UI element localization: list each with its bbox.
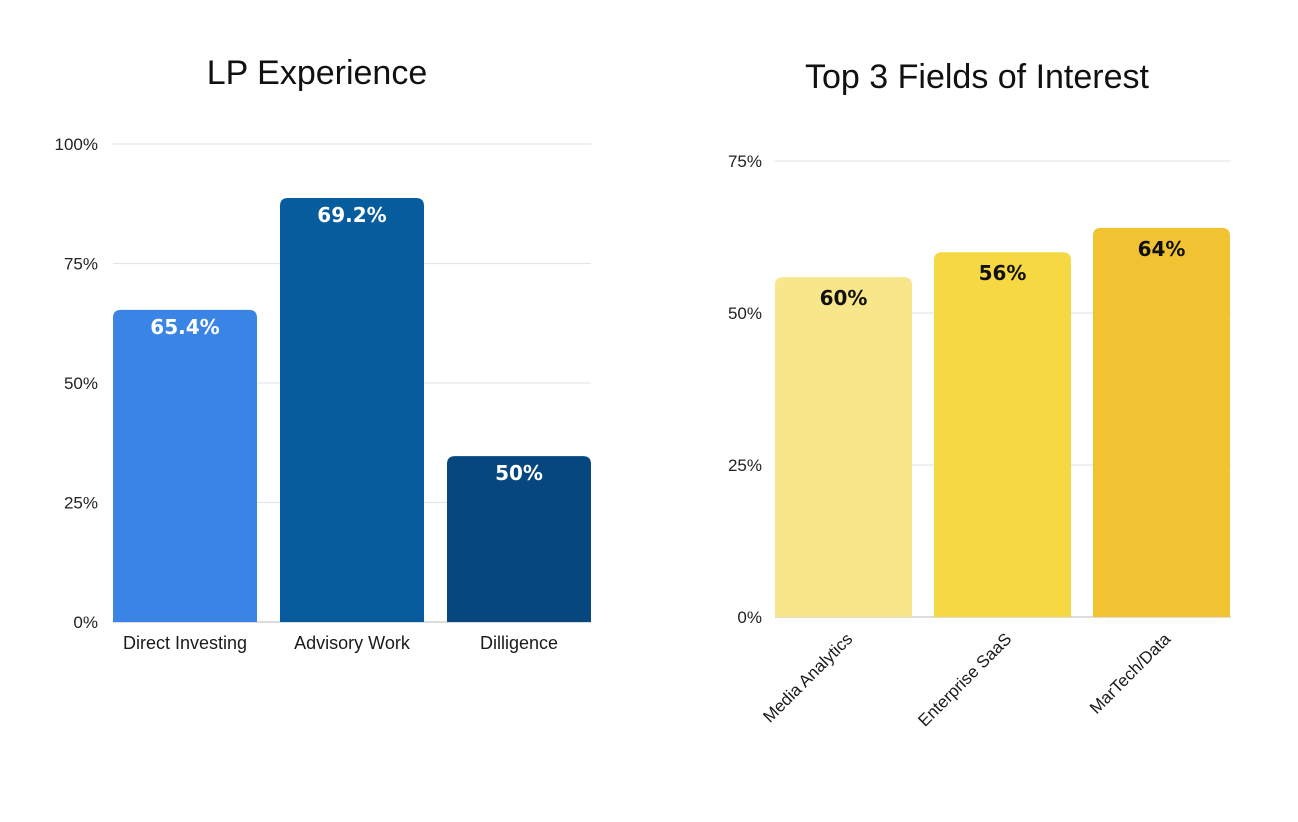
- data-label: 65.4%: [150, 315, 219, 339]
- chart-title: LP Experience: [207, 54, 428, 92]
- y-tick-label: 75%: [728, 152, 762, 171]
- data-label: 60%: [820, 286, 868, 310]
- data-label: 56%: [979, 261, 1027, 285]
- bar: [113, 309, 257, 622]
- data-labels: 60% 56% 64%: [820, 237, 1186, 310]
- bar: [280, 198, 424, 622]
- y-tick-label: 75%: [64, 255, 98, 274]
- y-tick-label: 0%: [737, 608, 762, 627]
- data-labels: 65.4% 69.2% 50%: [150, 203, 543, 485]
- x-axis: Media Analytics Enterprise SaaS MarTech/Da…: [759, 629, 1174, 730]
- x-tick-label: Enterprise SaaS: [914, 629, 1015, 730]
- bar: [934, 252, 1071, 617]
- bar: [775, 277, 912, 617]
- x-tick-label: Media Analytics: [759, 629, 856, 726]
- data-label: 50%: [495, 461, 543, 485]
- x-tick-label: Advisory Work: [294, 633, 411, 653]
- y-tick-label: 50%: [728, 304, 762, 323]
- bars: [775, 227, 1230, 617]
- y-tick-label: 25%: [64, 494, 98, 513]
- bar: [1093, 227, 1230, 617]
- bars: [113, 198, 591, 622]
- data-label: 64%: [1138, 237, 1186, 261]
- lp-experience-chart: LP Experience 0% 25% 50% 75% 100% 65.4% 69.2%…: [55, 54, 591, 653]
- y-tick-label: 100%: [55, 135, 98, 154]
- x-axis: Direct Investing Advisory Work Dilligence: [123, 633, 558, 653]
- bar: [447, 456, 591, 622]
- y-tick-label: 25%: [728, 456, 762, 475]
- y-tick-label: 0%: [73, 613, 98, 632]
- x-tick-label: Dilligence: [480, 633, 558, 653]
- chart-title: Top 3 Fields of Interest: [805, 58, 1150, 96]
- y-axis: 0% 25% 50% 75%: [728, 152, 762, 627]
- x-tick-label: Direct Investing: [123, 633, 247, 653]
- x-tick-label: MarTech/Data: [1086, 629, 1175, 718]
- y-tick-label: 50%: [64, 374, 98, 393]
- y-axis: 0% 25% 50% 75% 100%: [55, 135, 98, 632]
- top-fields-chart: Top 3 Fields of Interest 0% 25% 50% 75% 60%…: [728, 58, 1231, 730]
- data-label: 69.2%: [317, 203, 386, 227]
